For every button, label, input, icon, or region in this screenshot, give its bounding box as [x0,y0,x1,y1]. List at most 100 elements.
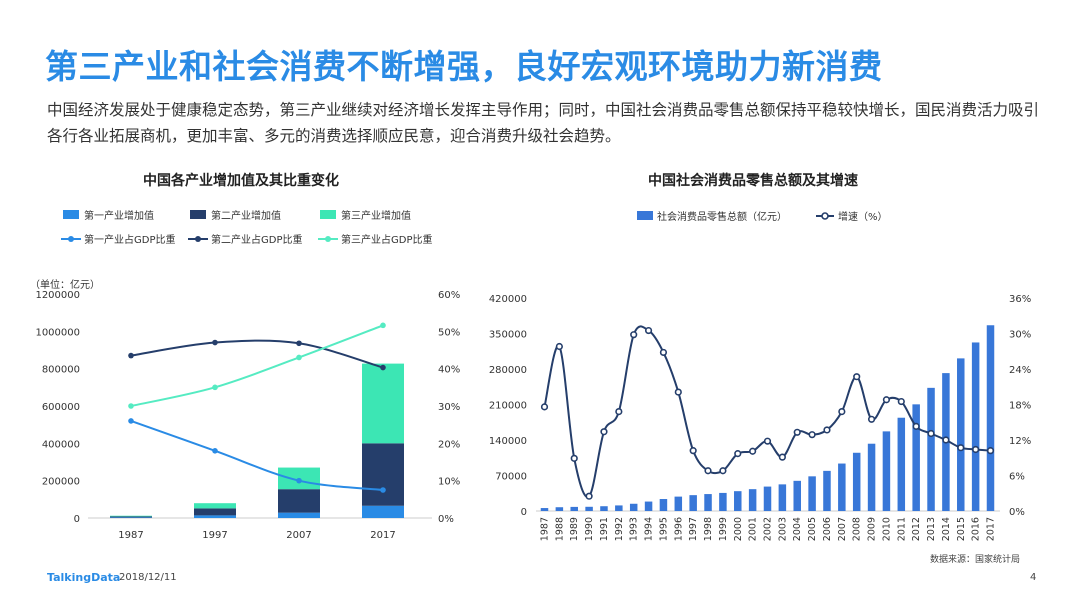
chart1-point [212,339,218,346]
chart1-legend-swatch [320,210,336,219]
chart2-x-tick: 2003 [777,517,788,541]
chart2-x-tick: 1989 [569,517,580,541]
chart2-point [972,445,980,454]
chart2-bar [555,507,564,511]
chart2-point [719,467,727,475]
chart2-point [867,415,876,423]
chart2-legend-label: 社会消费品零售总额（亿元） [657,210,787,223]
chart1-x-tick: 1997 [202,530,227,541]
chart1-bar [362,363,404,444]
chart1-point [128,352,134,359]
chart2-point [704,467,712,475]
chart2-y2-tick: 12% [1009,436,1031,447]
chart2-y2-tick: 36% [1009,294,1031,305]
chart2-x-tick: 2010 [881,517,892,541]
chart1-bar [194,508,236,516]
chart1-y2-tick: 20% [438,439,460,450]
chart2-bar [704,494,712,511]
chart2-x-tick: 2000 [733,517,744,541]
data-source: 数据来源：国家统计局 [930,555,1021,565]
chart2-y2-tick: 24% [1009,365,1031,376]
chart1-point [212,448,218,454]
chart2-x-tick: 2005 [807,517,818,541]
page-number: 4 [1030,572,1037,583]
chart2-point [689,447,697,455]
page-title: 第三产业和社会消费不断增强，良好宏观环境助力新消费 [45,47,883,86]
chart1-y-tick: 1200000 [35,290,80,301]
chart2-x-tick: 2017 [986,517,997,541]
chart2-bar [778,484,787,511]
chart2-bar [838,463,846,511]
chart2-bar [689,495,697,511]
chart2-x-tick: 1988 [554,517,565,541]
chart1-y-tick: 800000 [42,365,80,376]
chart2-x-tick: 1991 [599,517,610,541]
chart2-point [615,408,623,416]
chart2-bar [867,443,876,511]
chart2-point [927,429,935,438]
chart2-point [630,331,638,339]
chart1-point [380,364,386,371]
chart2-point [674,388,682,396]
chart2-y-tick: 70000 [495,472,527,483]
chart1-bar [110,517,152,518]
chart2-x-tick: 2011 [896,517,907,541]
chart2-x-tick: 2012 [911,517,922,541]
chart2-x-tick: 2002 [763,517,774,541]
chart1-y2-tick: 40% [438,365,460,376]
chart2-point [585,492,593,500]
chart1-series-line [130,419,384,491]
chart2-bar [912,404,920,511]
chart2-bar [808,476,816,511]
chart2-y2-tick: 18% [1009,401,1031,412]
chart2-x-tick: 1997 [688,517,699,541]
chart1-series-line [130,324,384,407]
chart2-point [763,437,772,445]
chart1-bar [362,443,404,506]
chart2-y-tick: 350000 [489,330,527,341]
chart1-y2-tick: 10% [438,477,460,488]
chart2-y-tick: 0 [521,507,527,518]
chart1-point [212,384,218,391]
chart1-point [296,477,302,484]
chart1-y2-tick: 50% [438,327,460,338]
chart1-y2-tick: 60% [438,290,460,301]
chart1-legend-swatch [190,210,206,219]
chart2-bar [748,489,757,511]
chart2-title: 中国社会消费品零售总额及其增速 [648,173,858,189]
chart2-bar [734,491,742,511]
chart2-x-tick: 1998 [703,517,714,541]
chart2-bar [570,506,578,511]
chart2-y-tick: 140000 [489,436,527,447]
chart2-bar [540,508,549,511]
chart1-point [128,403,134,409]
chart1-legend-label: 第三产业增加值 [341,209,411,222]
chart2-bar [986,325,995,511]
intro-paragraph: 中国经济发展处于健康稳定态势，第三产业继续对经济增长发挥主导作用；同时，中国社会… [47,101,1040,145]
chart2-point [986,447,995,455]
chart2-bar [897,417,906,511]
chart2-point [555,342,563,351]
chart2-bar [882,431,891,511]
chart2-bar [927,387,935,511]
chart2-bar [659,499,668,511]
chart2-x-tick: 1987 [540,517,551,541]
chart2-x-tick: 2004 [792,517,803,541]
chart2-bar [823,470,831,511]
chart2-legend-marker [821,212,829,220]
chart2-point [749,447,757,455]
chart2-point [570,454,578,462]
chart2-y-tick: 280000 [489,365,527,376]
chart1-legend-label: 第一产业增加值 [84,209,154,222]
chart1-legend-marker [325,236,331,242]
chart2-point [897,397,905,406]
chart1-x-tick: 2007 [286,530,311,541]
chart1-bar [362,505,404,518]
chart2-bar [600,506,608,511]
chart2-bar [719,492,727,511]
chart2-bar [615,505,623,511]
chart1-legend-label: 第二产业增加值 [211,209,281,222]
chart1-legend-label: 第三产业占GDP比重 [341,233,432,246]
chart2-bar [957,358,965,511]
chart1-bar [194,515,236,518]
